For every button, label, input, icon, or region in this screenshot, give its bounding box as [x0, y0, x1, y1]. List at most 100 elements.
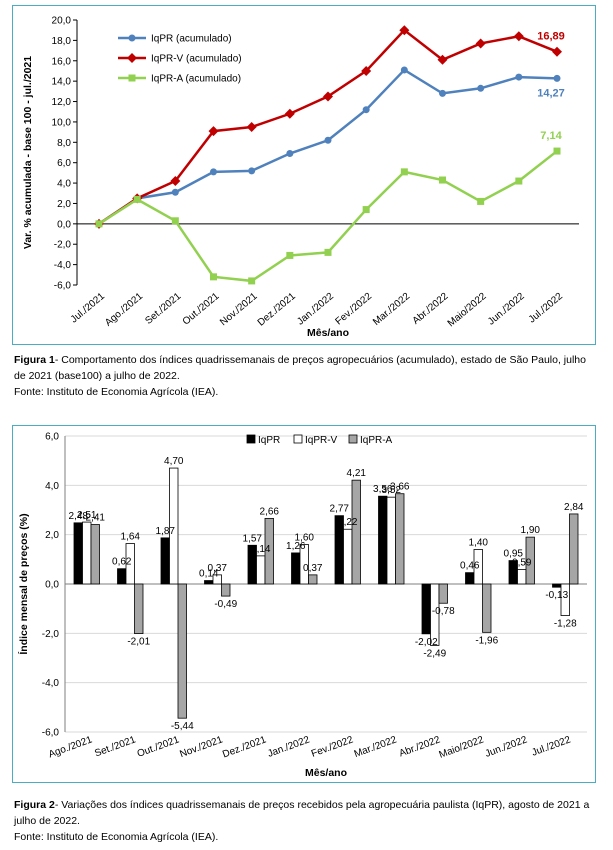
data-point: [286, 251, 294, 259]
y-tick-label: 12,0: [52, 97, 72, 108]
x-tick-label: Mar./2022: [353, 734, 399, 760]
data-point: [286, 150, 294, 158]
data-label: 1,57: [243, 533, 263, 544]
legend-marker: [127, 53, 137, 63]
x-tick-label: Set./2021: [93, 734, 137, 759]
bar-iqpr-v: [82, 521, 92, 585]
legend: IqPR IqPR-V IqPR-A: [246, 434, 393, 446]
data-point: [553, 74, 561, 82]
y-tick-label: 4,0: [45, 481, 59, 492]
bar-iqpr-a: [438, 583, 448, 604]
data-point: [361, 65, 372, 76]
data-point: [515, 73, 523, 81]
data-point: [248, 167, 256, 175]
y-tick-label: 8,0: [57, 138, 71, 149]
data-label: 4,21: [347, 468, 367, 479]
data-label: 1,40: [469, 537, 489, 548]
data-point: [362, 206, 370, 214]
x-tick-label: Dez./2021: [256, 291, 298, 329]
data-label: 3,56: [373, 484, 393, 495]
figure1-caption-label: Figura 1: [14, 354, 55, 366]
data-point: [246, 122, 257, 133]
data-label: 4,70: [164, 456, 184, 467]
legend-label: IqPR-V (acumulado): [151, 54, 242, 65]
bar-iqpr: [465, 572, 475, 585]
y-tick-label: 18,0: [52, 36, 72, 47]
series-iqpr-a-acumulado: 7,14: [95, 130, 563, 285]
series-line: [98, 150, 558, 283]
data-label: 0,59: [512, 557, 532, 568]
figure2-chart-panel: -6,0 -4,0 -2,0 0,0 2,0 4,0 6,0 Ago./2021 Set./20…: [12, 425, 596, 783]
y-tick-label: 6,0: [57, 158, 71, 169]
y-tick-label: 6,0: [45, 432, 59, 443]
bar-iqpr: [204, 580, 214, 585]
y-tick-label: 0,0: [45, 580, 59, 591]
data-label: -2,01: [127, 637, 150, 648]
x-tick-label: Jul./2022: [530, 734, 572, 758]
end-value-label: 16,89: [537, 31, 565, 43]
bar-iqpr-v: [299, 544, 309, 585]
data-point: [210, 168, 217, 176]
x-tick-label: Fev./2022: [310, 734, 355, 759]
bar-iqpr-v: [430, 583, 440, 646]
bar-iqpr-v: [473, 549, 483, 585]
bar-iqpr-a: [395, 493, 405, 585]
data-label: 1,26: [286, 541, 306, 552]
y-tick-label: -6,0: [54, 281, 72, 292]
y-tick-label: -6,0: [42, 728, 60, 739]
y-tick-label: 2,0: [45, 530, 59, 541]
data-point: [208, 126, 219, 137]
y-axis-title: Var. % acumulada - base 100 - jul./2021: [22, 56, 34, 249]
data-point: [324, 248, 332, 256]
x-tick-label: Fev./2022: [334, 291, 375, 328]
x-tick-label: Maio/2022: [446, 291, 489, 330]
cumulative-price-index-line-chart: -6,0 -4,0 -2,0 0,0 2,0 4,0 6,0 8,0 10,0 12,0 14,0 1…: [22, 16, 579, 339]
bar-iqpr: [378, 495, 388, 585]
data-label: 3,66: [390, 482, 410, 493]
bar-iqpr-v: [517, 569, 527, 585]
bar-iqpr-a: [177, 583, 187, 719]
legend-label: IqPR-V: [305, 435, 338, 446]
bar-iqpr-a: [308, 574, 318, 585]
y-tick-label: -4,0: [54, 260, 72, 271]
data-point: [475, 38, 486, 49]
bar-iqpr: [117, 568, 127, 585]
bar-iqpr-a: [90, 524, 100, 585]
bar-iqpr: [552, 583, 562, 588]
x-tick-label: Nov./2021: [178, 734, 224, 760]
legend-marker: [128, 34, 136, 42]
data-point: [248, 277, 256, 285]
bar-iqpr-a: [351, 479, 361, 585]
y-tick-label: 2,0: [57, 199, 71, 210]
legend: IqPR (acumulado) IqPR-V (acumulado) IqPR-A…: [118, 34, 242, 85]
y-tick-label: 4,0: [57, 179, 71, 190]
x-tick-label: Jan./2022: [266, 734, 311, 760]
data-point: [170, 176, 181, 187]
x-tick-label: Nov./2021: [218, 291, 260, 329]
y-tick-label: 10,0: [52, 117, 72, 128]
legend-label: IqPR (acumulado): [151, 34, 232, 45]
bar-iqpr: [291, 552, 301, 585]
data-label: 2,77: [330, 504, 350, 515]
data-point: [284, 108, 295, 119]
x-tick-label: Jan./2022: [295, 291, 336, 328]
data-point: [399, 25, 410, 36]
data-point: [439, 89, 446, 97]
bar-iqpr-v: [256, 555, 266, 585]
x-tick-label: Maio/2022: [438, 734, 486, 760]
x-tick-label: Jun./2022: [484, 734, 529, 760]
data-label: 0,37: [208, 563, 228, 574]
x-tick-label: Mar./2022: [371, 291, 412, 328]
data-point: [437, 54, 448, 65]
data-label: 0,14: [199, 569, 219, 580]
bar-iqpr-a: [525, 536, 535, 585]
data-point: [400, 168, 408, 176]
data-point: [95, 220, 103, 228]
y-axis-title: Índice mensal de preços (%): [17, 513, 30, 654]
bar-iqpr-a: [134, 583, 144, 634]
x-axis-title: Mês/ano: [307, 327, 349, 339]
y-tick-label: -4,0: [42, 678, 60, 689]
data-point: [553, 147, 561, 155]
data-label: 2,84: [564, 502, 584, 513]
data-label: -2,02: [415, 637, 438, 648]
